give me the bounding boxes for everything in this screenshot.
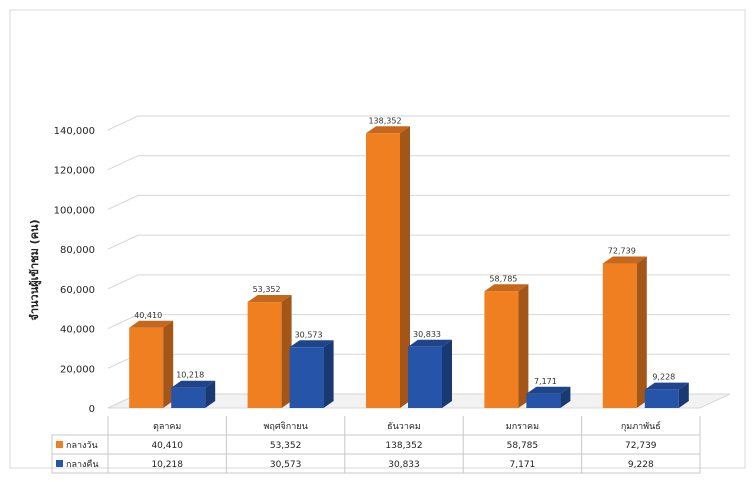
legend-swatch xyxy=(56,460,63,467)
table-cell: 30,573 xyxy=(270,460,302,470)
bar-side xyxy=(678,382,689,408)
bar-0-4 xyxy=(602,256,647,408)
y-tick-label: 20,000 xyxy=(60,364,95,375)
bar-side xyxy=(518,284,529,408)
legend-label: กลางคืน xyxy=(66,459,99,470)
category-label: พฤศจิกายน xyxy=(263,421,307,432)
bar-top xyxy=(171,380,216,388)
bar-front xyxy=(484,291,519,408)
category-label: มกราคม xyxy=(506,422,539,432)
data-table: ตุลาคม พฤศจิกายน ธันวาคม มกราคม กุมภาพันธ์กล… xyxy=(51,416,701,474)
bar-front xyxy=(171,387,206,408)
table-cell: 7,171 xyxy=(510,460,536,470)
bar-side xyxy=(400,126,410,408)
category-label: ตุลาคม xyxy=(153,422,181,432)
table-cell: 9,228 xyxy=(628,460,654,470)
bar-side xyxy=(163,320,174,408)
y-tick-label: 0 xyxy=(89,404,95,415)
bar-value-label: 9,228 xyxy=(652,373,675,382)
bar-top xyxy=(129,320,174,328)
table-cell: 10,218 xyxy=(151,460,183,470)
bar-value-label: 10,218 xyxy=(176,371,204,380)
table-cell: 53,352 xyxy=(270,441,302,451)
bar-value-labels: 40,410 10,218 53,352 30,573 138,352 30,833 58,… xyxy=(134,116,675,385)
bar-front xyxy=(289,347,324,408)
bar-top xyxy=(289,340,334,348)
bar-value-label: 138,352 xyxy=(368,116,401,125)
y-axis: 0 20,000 40,000 60,000 80,000 100,000 120,000 1… xyxy=(54,126,95,415)
y-axis-label: จำนวนผู้เข้าชม (คน) xyxy=(28,219,42,320)
table-cell: 138,352 xyxy=(385,441,422,451)
y-tick-label: 60,000 xyxy=(60,285,95,296)
bar-value-label: 72,739 xyxy=(608,247,636,256)
gridline xyxy=(107,155,730,171)
y-tick-label: 40,000 xyxy=(60,325,95,336)
table-cell: 72,739 xyxy=(625,441,657,451)
bar-side xyxy=(442,339,452,408)
table-cell: 40,410 xyxy=(151,441,183,451)
table-cell: 30,833 xyxy=(388,460,420,470)
bar-0-3 xyxy=(484,284,529,408)
bar-front xyxy=(366,133,400,408)
legend-swatch xyxy=(56,441,63,448)
gridline xyxy=(107,234,730,250)
bar-1-4 xyxy=(644,382,689,408)
bar-value-label: 40,410 xyxy=(134,311,162,320)
bars xyxy=(129,126,689,408)
bar-value-label: 30,833 xyxy=(413,330,441,339)
y-tick-label: 100,000 xyxy=(54,205,95,216)
bar-0-0 xyxy=(129,320,174,408)
bar-1-3 xyxy=(526,386,571,408)
table-cell: 58,785 xyxy=(507,441,539,451)
bar-front xyxy=(408,346,442,408)
y-tick-label: 120,000 xyxy=(54,166,95,177)
bar-top xyxy=(408,339,452,347)
bar-top xyxy=(644,382,689,390)
gridline xyxy=(107,314,730,330)
bar-value-label: 30,573 xyxy=(295,330,323,339)
bar-top xyxy=(484,284,529,292)
gridline xyxy=(107,115,730,131)
y-tick-label: 80,000 xyxy=(60,245,95,256)
bar-value-label: 58,785 xyxy=(489,274,517,283)
bar-side xyxy=(323,340,334,408)
bar-value-label: 7,171 xyxy=(534,377,557,386)
bar-value-label: 53,352 xyxy=(253,285,281,294)
bar-front xyxy=(602,263,637,408)
bar-1-0 xyxy=(171,380,216,408)
gridline xyxy=(107,194,730,210)
bar-front xyxy=(247,302,282,408)
y-tick-label: 140,000 xyxy=(54,126,95,137)
gridline xyxy=(107,274,730,290)
legend-label: กลางวัน xyxy=(66,441,98,451)
bar-top xyxy=(602,256,647,264)
bar-side xyxy=(281,295,292,408)
bar-0-1 xyxy=(247,295,292,408)
bar-top xyxy=(526,386,571,394)
bar-1-1 xyxy=(289,340,334,408)
bar-side xyxy=(205,380,216,408)
category-label: ธันวาคม xyxy=(387,422,421,432)
bar-side xyxy=(560,386,571,408)
bar-side xyxy=(636,256,647,408)
bar-front xyxy=(644,389,679,408)
bar-1-2 xyxy=(408,339,452,408)
bar-front xyxy=(129,327,164,408)
bar-0-2 xyxy=(366,126,410,408)
bar-top xyxy=(247,295,292,303)
category-label: กุมภาพันธ์ xyxy=(621,420,661,432)
bar-top xyxy=(366,126,410,134)
bar-front xyxy=(526,393,561,408)
